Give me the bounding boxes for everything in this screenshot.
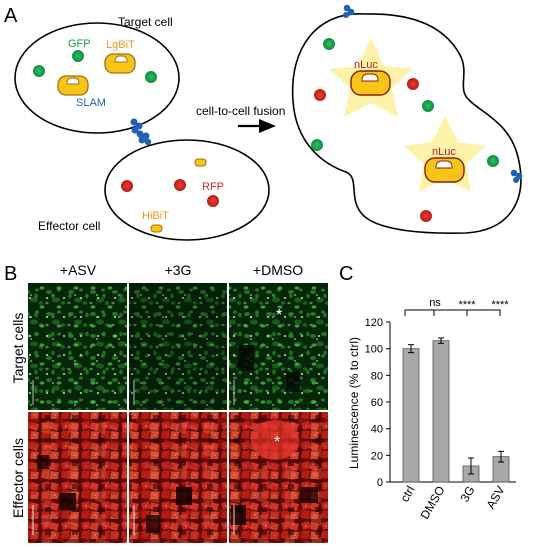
nluc-label: nLuc <box>432 146 456 158</box>
micrograph-target-3g <box>129 283 227 410</box>
gfp-dot <box>422 100 434 112</box>
panel-c: C Luminescence (% to ctrl) 0 20 40 60 80 100 1… <box>339 263 516 522</box>
rfp-dot <box>420 210 432 222</box>
gfp-dot <box>72 50 84 62</box>
micrograph-effector-asv <box>28 412 127 543</box>
lgbit-capsule <box>57 75 89 96</box>
y-tick-label: 120 <box>365 317 383 329</box>
gfp-dot <box>311 139 323 151</box>
rfp-label: RFP <box>202 181 224 193</box>
nluc-capsule <box>350 70 391 96</box>
x-tick-label: 3G <box>457 484 477 505</box>
y-tick-label: 40 <box>371 424 383 436</box>
micrograph-effector-3g <box>129 412 227 543</box>
effector-cell-label: Effector cell <box>38 219 100 233</box>
fusion-arrowhead <box>259 119 276 133</box>
bars <box>402 337 510 483</box>
slam-label: SLAM <box>76 97 106 109</box>
y-tick-label: 60 <box>371 397 383 409</box>
gfp-label: GFP <box>68 38 91 50</box>
y-tick-label: 80 <box>371 370 383 382</box>
rfp-dot <box>314 89 326 101</box>
nluc-capsule <box>424 157 465 183</box>
rfp-dot <box>121 180 133 192</box>
slam-h-f-complex <box>130 118 152 146</box>
lgbit-label: LgBiT <box>106 39 135 51</box>
panel-a: A Target cell GFP LgBiT SLAM H F <box>4 4 523 241</box>
lgbit-capsule <box>104 53 136 74</box>
rfp-dot <box>174 179 186 191</box>
gfp-dot <box>33 65 45 77</box>
y-tick-label: 20 <box>371 450 383 462</box>
micrograph-target-asv <box>28 283 127 410</box>
hibit-capsule <box>194 158 207 167</box>
micrograph-effector-dmso <box>229 412 328 543</box>
hibit-label: HiBiT <box>142 210 169 222</box>
x-tick-labels: ctrl DMSO 3G ASV <box>397 484 507 522</box>
gfp-dot <box>487 155 499 167</box>
sig-label-3g: **** <box>458 299 476 311</box>
panel-a-letter: A <box>4 5 18 27</box>
nluc-label: nLuc <box>354 59 378 71</box>
gfp-dot <box>323 38 335 50</box>
panel-b-letter: B <box>4 263 17 285</box>
target-cell-label: Target cell <box>118 15 173 29</box>
row-label-target: Target cells <box>10 313 26 384</box>
significance-brackets <box>404 309 501 316</box>
x-tick-label: ctrl <box>397 484 417 505</box>
x-tick-label: ASV <box>483 484 507 512</box>
x-tick-label: DMSO <box>417 484 447 522</box>
col-label-dmso: +DMSO <box>253 262 303 278</box>
y-tick-label: 0 <box>377 477 383 489</box>
fusion-label: cell-to-cell fusion <box>196 104 285 118</box>
panel-b: B +ASV +3G +DMSO Target cells Effector c… <box>4 262 328 543</box>
row-label-effector: Effector cells <box>10 438 26 518</box>
col-label-asv: +ASV <box>60 262 97 278</box>
hibit-capsule <box>150 224 163 233</box>
asterisk-target: * <box>276 307 282 324</box>
gfp-dot <box>145 71 157 83</box>
panel-c-letter: C <box>339 263 353 285</box>
y-axis: 0 20 40 60 80 100 120 <box>365 317 516 489</box>
ns-label: ns <box>429 297 441 309</box>
bar-ctrl <box>402 348 420 483</box>
rfp-dot <box>407 78 419 90</box>
col-label-3g: +3G <box>165 262 192 278</box>
micrograph-target-dmso <box>229 283 328 410</box>
slam-receptor <box>510 169 523 183</box>
slam-receptor <box>343 4 355 18</box>
asterisk-effector: * <box>274 434 280 451</box>
y-axis-label: Luminescence (% to ctrl) <box>347 337 361 469</box>
target-cell <box>14 22 180 134</box>
bar-dmso <box>432 340 450 483</box>
effector-cell <box>104 139 270 241</box>
sig-label-asv: **** <box>491 299 509 311</box>
y-tick-label: 100 <box>365 344 383 356</box>
rfp-dot <box>207 195 219 207</box>
